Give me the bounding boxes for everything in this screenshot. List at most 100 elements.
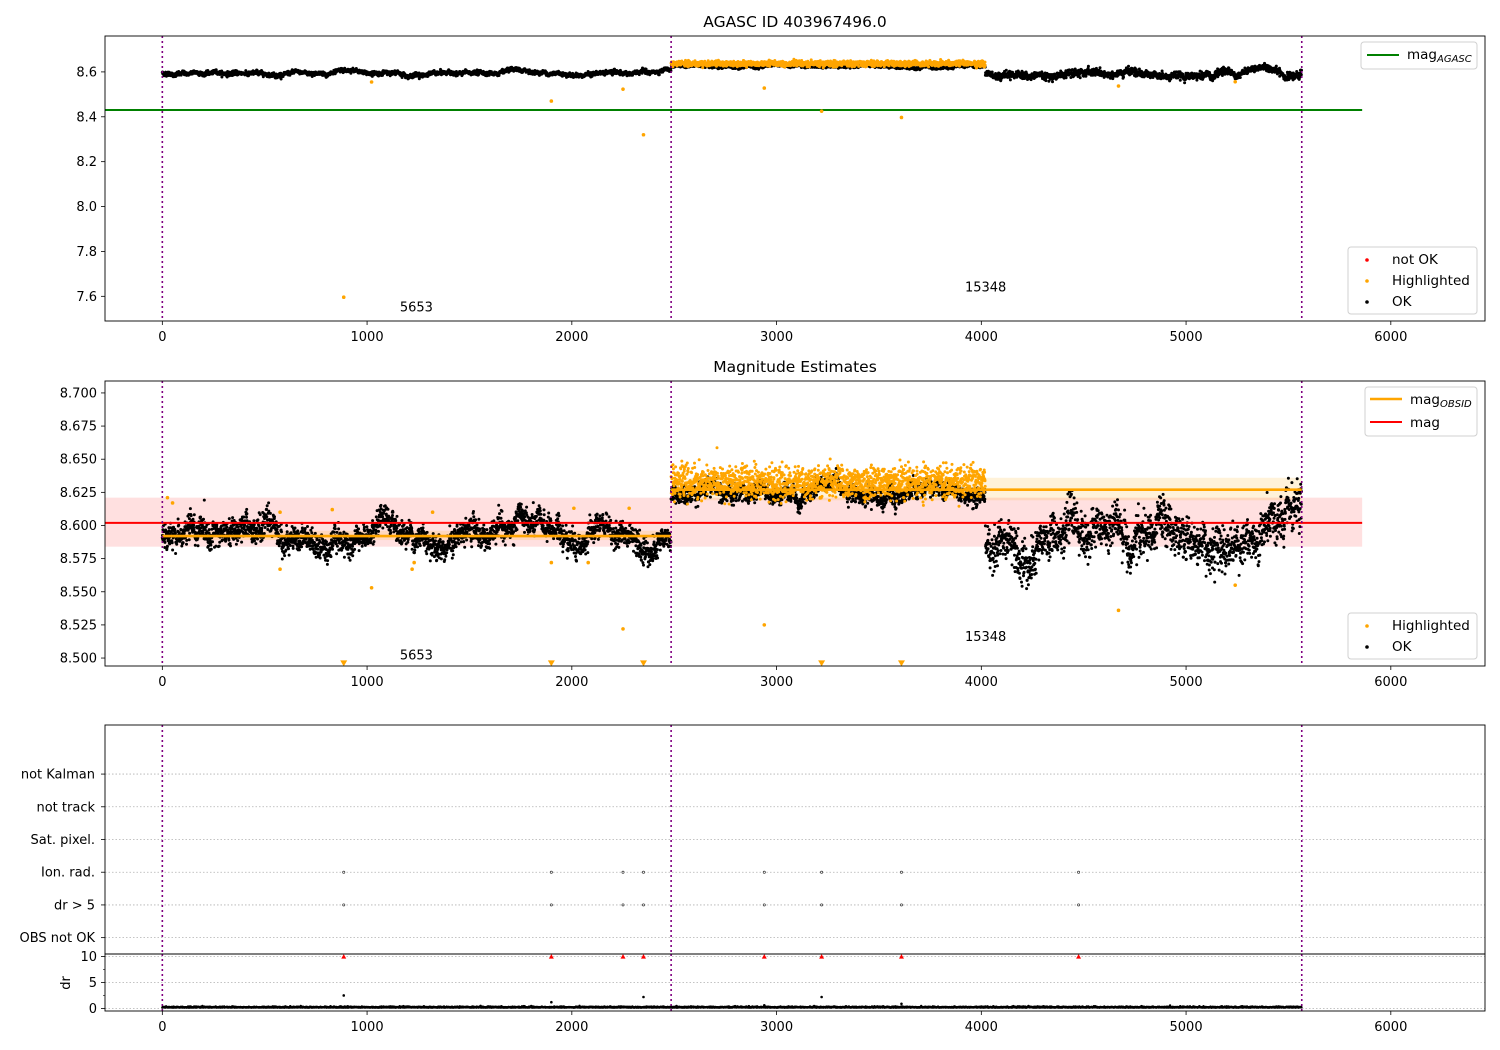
dr-point <box>762 1004 766 1007</box>
obsid-annotation: 15348 <box>965 630 1006 645</box>
flags-panel: not Kalman not track Sat. pixel. Ion. rad. d… <box>20 724 1486 955</box>
dr-point <box>342 994 346 997</box>
y-tick-label: 8.4 <box>76 110 97 125</box>
outlier-point <box>762 623 767 627</box>
x-tick-label: 6000 <box>1374 330 1407 345</box>
dr-panel: 0 5 10 0 1000 2000 3000 4000 5000 6000 dr <box>59 950 1486 1035</box>
outlier-points <box>341 79 1238 300</box>
x-tick-label: 2000 <box>555 675 588 690</box>
x-tick-label: 3000 <box>760 330 793 345</box>
magnitude-point-legend: Highlighted OK <box>1347 612 1478 660</box>
y-tick-label: 8.675 <box>60 420 97 435</box>
legend-not-ok: not OK <box>1392 252 1439 268</box>
outlier-point <box>641 132 646 137</box>
y-tick-label: 8.550 <box>60 585 97 600</box>
flag-point <box>900 903 903 907</box>
legend-mag-agasc-sub: AGASC <box>1436 54 1472 65</box>
y-tick-label: 7.8 <box>76 245 97 260</box>
outlier-point <box>572 506 576 511</box>
flag-point <box>642 903 645 907</box>
outlier-point <box>549 560 554 565</box>
y-tick-label: 8.650 <box>60 453 97 468</box>
x-tick-label: 3000 <box>760 1020 793 1035</box>
clipped-marker <box>639 660 647 666</box>
flag-point <box>621 903 625 907</box>
outlier-point <box>369 80 374 84</box>
dr-clipped-marker <box>1076 954 1082 959</box>
dr-axis-label: dr <box>59 976 74 990</box>
dr-clipped-marker <box>819 954 825 959</box>
dr-point <box>642 995 645 999</box>
outlier-point <box>341 295 346 300</box>
y-tick-label: 8.625 <box>60 486 97 501</box>
dr-clipped-marker <box>761 954 767 959</box>
flag-point <box>342 903 346 907</box>
outlier-point <box>819 109 824 113</box>
y-tick-label: 5 <box>89 976 97 991</box>
x-tick-label: 5000 <box>1170 675 1203 690</box>
outlier-point <box>621 627 625 631</box>
outlier-point <box>1116 84 1121 88</box>
y-tick-label: 8.700 <box>60 386 97 401</box>
x-tick-label: 6000 <box>1374 1020 1407 1035</box>
dr-clipped-marker <box>898 954 904 959</box>
x-tick-label: 4000 <box>965 1020 998 1035</box>
outlier-point <box>586 560 591 565</box>
x-tick-label: 0 <box>158 675 166 690</box>
axes-frame <box>104 380 1486 667</box>
obsid-annotation: 5653 <box>400 301 433 316</box>
clipped-marker <box>547 660 555 666</box>
y-tick-label: 8.600 <box>60 519 97 534</box>
legend-mag: mag <box>1410 415 1440 431</box>
dr-clipped-marker <box>640 954 646 959</box>
obsid-annotation: 5653 <box>400 648 433 663</box>
flag-point <box>621 870 625 874</box>
highlighted-points <box>669 57 987 70</box>
outlier-point <box>278 510 282 515</box>
magnitude-panel-title: Magnitude Estimates <box>713 358 877 376</box>
outlier-point <box>369 585 374 590</box>
legend-highlighted-2: Highlighted <box>1392 618 1470 634</box>
y-tick-label: 0 <box>89 1002 97 1017</box>
obsid-annotation: 15348 <box>965 280 1006 295</box>
dr-point <box>900 1002 903 1006</box>
legend-mag-agasc: mag <box>1407 47 1437 63</box>
flag-label: not Kalman <box>21 768 95 783</box>
y-tick-label: 8.575 <box>60 552 97 567</box>
outlier-point <box>278 567 282 572</box>
flag-label: Ion. rad. <box>41 866 95 881</box>
clipped-marker <box>340 660 348 666</box>
outlier-point <box>762 86 767 90</box>
flag-point <box>762 870 766 874</box>
flag-point <box>820 870 824 874</box>
outlier-point <box>627 506 631 511</box>
legend-mag-obsid: mag <box>1410 392 1440 408</box>
flag-point <box>820 903 824 907</box>
outlier-point <box>412 560 416 565</box>
dr-clipped-marker <box>548 954 554 959</box>
agasc-point-legend: not OK Highlighted OK <box>1347 246 1478 315</box>
x-tick-label: 5000 <box>1170 330 1203 345</box>
flag-label: dr > 5 <box>54 898 95 913</box>
outlier-point <box>621 87 625 91</box>
y-tick-label: 8.6 <box>76 65 97 80</box>
x-tick-label: 1000 <box>351 675 384 690</box>
flag-label: OBS not OK <box>20 931 96 946</box>
x-tick-label: 1000 <box>351 1020 384 1035</box>
flag-label: not track <box>36 800 95 815</box>
flag-point <box>549 870 553 874</box>
dr-clipped-marker <box>341 954 347 959</box>
y-tick-label: 8.500 <box>60 652 97 667</box>
outlier-points <box>165 495 1238 666</box>
agasc-line-legend: magAGASC <box>1360 41 1478 70</box>
legend-highlighted: Highlighted <box>1392 273 1470 289</box>
flag-point <box>342 870 346 874</box>
legend-ok-2: OK <box>1392 639 1413 655</box>
x-tick-label: 4000 <box>965 675 998 690</box>
clipped-marker <box>818 660 826 666</box>
flag-label: Sat. pixel. <box>31 833 95 848</box>
x-tick-label: 2000 <box>555 330 588 345</box>
outlier-point <box>1233 79 1238 84</box>
dr-point <box>550 1000 553 1004</box>
